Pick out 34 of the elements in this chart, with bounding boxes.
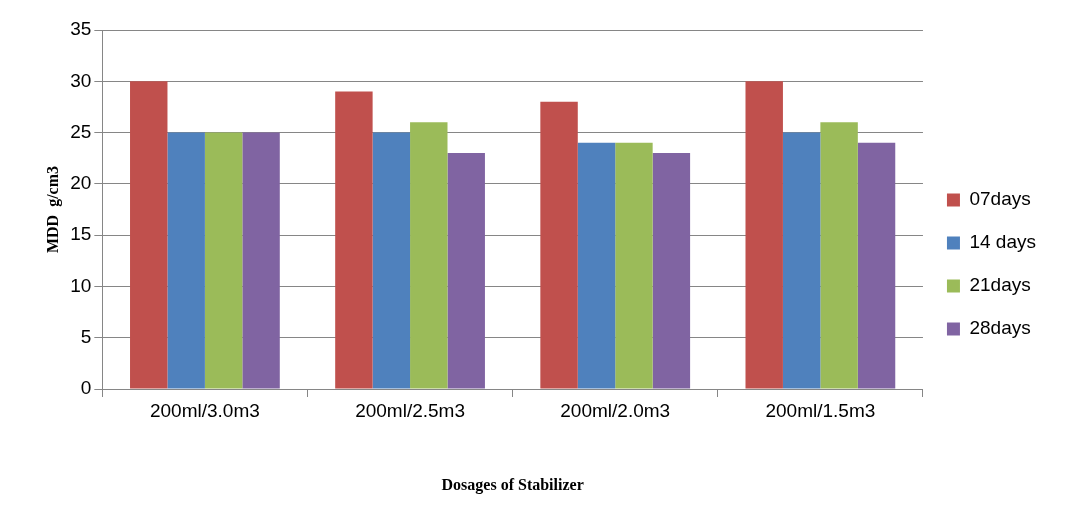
bar — [857, 142, 896, 389]
bar — [242, 132, 280, 389]
bar — [652, 153, 691, 389]
x-tick-label: 200ml/2.0m3 — [560, 399, 671, 421]
bar — [745, 81, 783, 389]
x-axis-title: Dosages of Stabilizer — [441, 475, 584, 494]
y-tick-label: 15 — [70, 223, 92, 245]
y-tick-label: 20 — [70, 172, 92, 194]
bar — [540, 101, 578, 389]
y-tick-label: 10 — [70, 274, 92, 296]
y-tick-label: 30 — [70, 69, 92, 91]
x-tick-label: 200ml/3.0m3 — [149, 399, 260, 421]
bar — [615, 142, 653, 389]
legend-label: 21days — [969, 274, 1031, 296]
legend-label: 14 days — [969, 231, 1036, 253]
y-tick-label: 5 — [80, 325, 92, 347]
bar — [204, 132, 243, 389]
bar — [782, 132, 821, 389]
bar — [167, 132, 205, 389]
bar — [130, 81, 168, 389]
y-tick-label: 35 — [70, 18, 92, 40]
y-tick-label: 0 — [80, 377, 92, 399]
bar — [335, 91, 373, 389]
x-tick-label: 200ml/2.5m3 — [355, 399, 465, 421]
legend-label: 07days — [969, 188, 1031, 210]
bar — [577, 142, 616, 389]
bar — [820, 122, 858, 389]
bar — [447, 153, 485, 389]
x-tick-label: 200ml/1.5m3 — [765, 399, 876, 421]
y-tick-label: 25 — [70, 120, 92, 142]
legend-label: 28days — [969, 317, 1031, 339]
bar — [410, 122, 448, 389]
bar — [372, 132, 411, 389]
y-axis-title: MDD g/cm3 — [43, 165, 62, 254]
